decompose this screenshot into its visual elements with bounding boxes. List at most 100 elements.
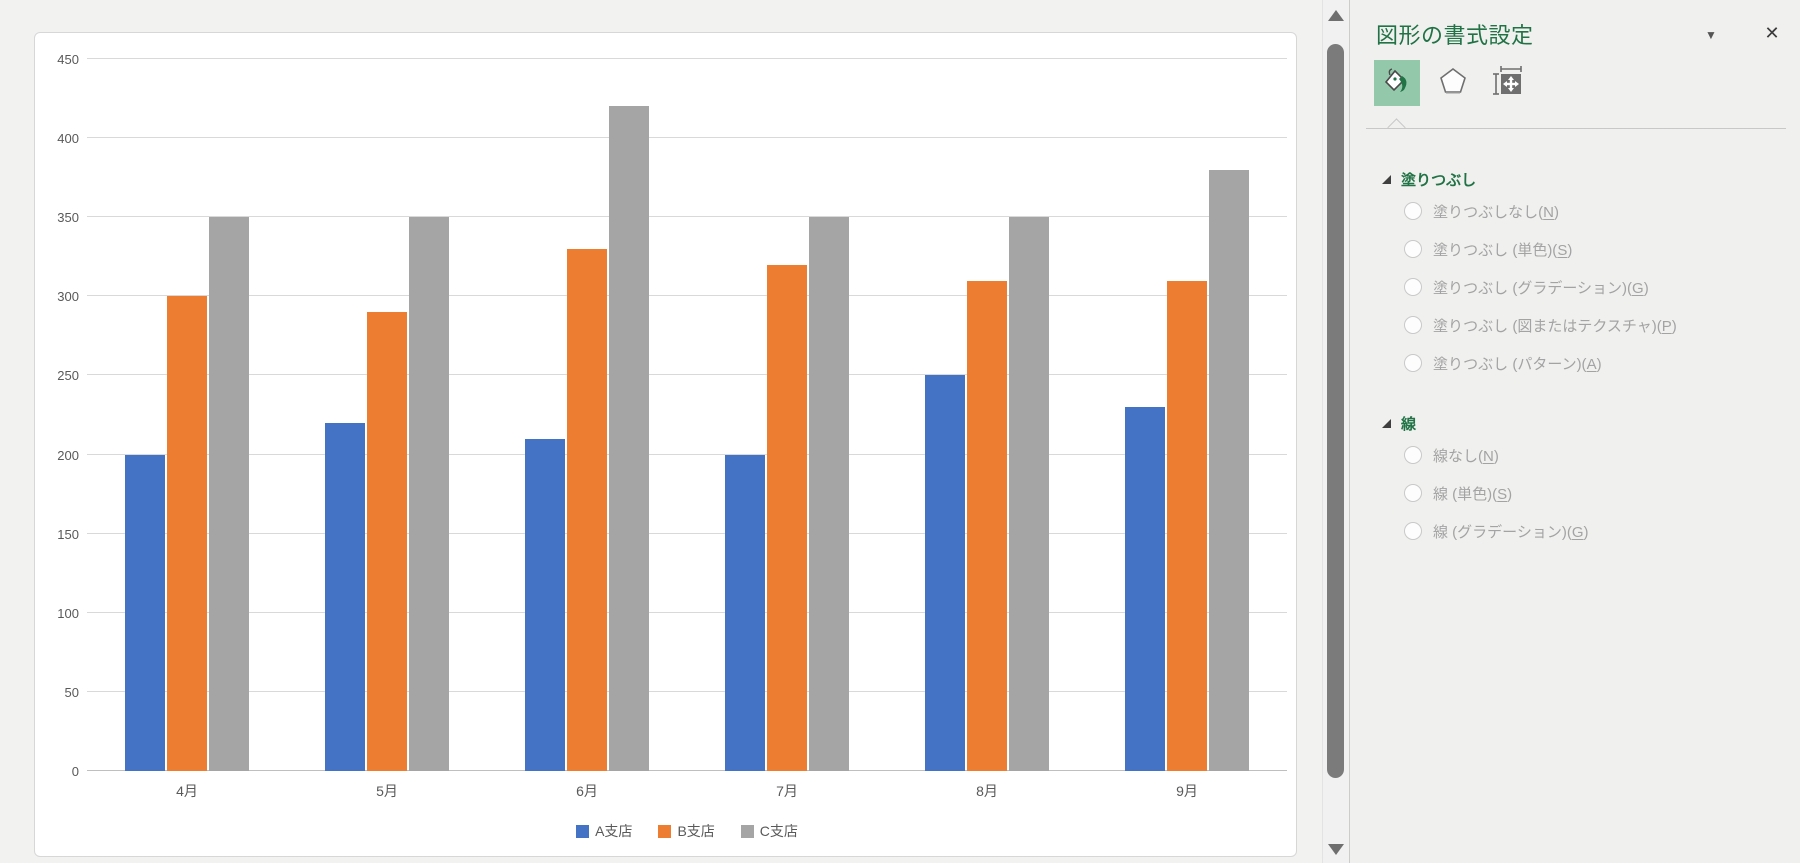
bar-C支店[interactable] xyxy=(1209,169,1249,771)
radio-button-icon[interactable] xyxy=(1404,278,1422,296)
y-axis-tick-label[interactable]: 300 xyxy=(57,289,79,305)
x-axis[interactable]: 4月 5月 6月 7月 8月 9月 xyxy=(87,781,1287,801)
x-axis-label[interactable]: 7月 xyxy=(776,783,798,799)
legend-label: C支店 xyxy=(759,823,798,839)
legend-swatch-icon xyxy=(740,824,754,838)
y-axis-tick-label[interactable]: 250 xyxy=(57,368,79,384)
gridline xyxy=(87,532,1287,534)
bar-C支店[interactable] xyxy=(409,217,449,771)
section-expand-triangle-icon xyxy=(1382,418,1391,428)
gridline xyxy=(87,137,1287,139)
bar-group-6月 xyxy=(487,59,687,771)
x-axis-label[interactable]: 5月 xyxy=(376,783,398,799)
radio-option-label: 線 (グラデーション)(G) xyxy=(1433,523,1589,541)
bar-A支店[interactable] xyxy=(525,438,565,771)
radio-option[interactable]: 塗りつぶしなし(N) xyxy=(1404,192,1782,230)
size-properties-icon xyxy=(1491,63,1527,104)
pane-body: 塗りつぶし塗りつぶしなし(N) 塗りつぶし (単色)(S) 塗りつぶし (グラデーシ… xyxy=(1382,152,1782,550)
y-axis-tick-label[interactable]: 350 xyxy=(57,210,79,226)
gridline xyxy=(87,295,1287,297)
pane-divider xyxy=(1366,128,1786,129)
y-axis-tick-label[interactable]: 100 xyxy=(57,605,79,621)
bar-A支店[interactable] xyxy=(1125,407,1165,771)
paint-bucket-icon xyxy=(1380,64,1414,103)
bar-A支店[interactable] xyxy=(725,454,765,771)
bar-C支店[interactable] xyxy=(209,217,249,771)
radio-option-label: 塗りつぶし (単色)(S) xyxy=(1433,241,1573,259)
radio-option[interactable]: 線 (単色)(S) xyxy=(1404,474,1782,512)
tab-fill-and-line[interactable] xyxy=(1374,60,1420,106)
radio-button-icon[interactable] xyxy=(1404,316,1422,334)
radio-option-label: 線 (単色)(S) xyxy=(1433,485,1513,503)
pentagon-icon xyxy=(1436,64,1470,103)
y-axis-tick-label[interactable]: 200 xyxy=(57,447,79,463)
radio-option[interactable]: 塗りつぶし (図またはテクスチャ)(P) xyxy=(1404,306,1782,344)
x-axis-label[interactable]: 4月 xyxy=(176,783,198,799)
tab-effects[interactable] xyxy=(1430,60,1476,106)
x-axis-label[interactable]: 9月 xyxy=(1176,783,1198,799)
y-axis-tick-label[interactable]: 50 xyxy=(64,684,79,700)
pane-close-icon[interactable]: ✕ xyxy=(1764,23,1780,43)
vertical-scrollbar[interactable] xyxy=(1322,0,1348,863)
x-axis-label[interactable]: 8月 xyxy=(976,783,998,799)
radio-button-icon[interactable] xyxy=(1404,522,1422,540)
radio-button-icon[interactable] xyxy=(1404,202,1422,220)
pane-options-chevron-icon[interactable]: ▼ xyxy=(1705,28,1717,42)
bar-B支店[interactable] xyxy=(967,280,1007,771)
section-expand-triangle-icon xyxy=(1382,174,1391,184)
gridline xyxy=(87,611,1287,613)
radio-option[interactable]: 線なし(N) xyxy=(1404,436,1782,474)
radio-option-label: 塗りつぶし (グラデーション)(G) xyxy=(1433,279,1649,297)
section-header-0[interactable]: 塗りつぶし xyxy=(1382,166,1782,192)
radio-button-icon[interactable] xyxy=(1404,240,1422,258)
bar-A支店[interactable] xyxy=(325,422,365,771)
radio-button-icon[interactable] xyxy=(1404,446,1422,464)
y-axis-tick-label[interactable]: 450 xyxy=(57,52,79,67)
gridline xyxy=(87,690,1287,692)
legend-label: B支店 xyxy=(677,823,715,839)
radio-option[interactable]: 線 (グラデーション)(G) xyxy=(1404,512,1782,550)
pane-tabs xyxy=(1374,60,1532,106)
radio-button-icon[interactable] xyxy=(1404,354,1422,372)
bar-B支店[interactable] xyxy=(1167,280,1207,771)
radio-option-label: 塗りつぶしなし(N) xyxy=(1433,203,1559,221)
gridline xyxy=(87,453,1287,455)
section-header-1[interactable]: 線 xyxy=(1382,410,1782,436)
bar-C支店[interactable] xyxy=(1009,217,1049,771)
plot-area[interactable]: 0 50 100 150 200 250 300 350 400 450 xyxy=(57,52,1287,779)
bar-B支店[interactable] xyxy=(767,264,807,771)
legend-item-C支店[interactable]: C支店 xyxy=(740,821,798,841)
bar-B支店[interactable] xyxy=(567,248,607,771)
bar-B支店[interactable] xyxy=(367,312,407,771)
scrollbar-thumb[interactable] xyxy=(1327,44,1344,778)
chart-object[interactable]: 0 50 100 150 200 250 300 350 400 450 4月 5月 6月 7月 8月 9月… xyxy=(34,32,1297,857)
bar-A支店[interactable] xyxy=(125,454,165,771)
tab-size-and-properties[interactable] xyxy=(1486,60,1532,106)
bar-A支店[interactable] xyxy=(925,375,965,771)
gridline xyxy=(87,58,1287,59)
radio-option-label: 線なし(N) xyxy=(1433,447,1499,465)
bar-group-5月 xyxy=(287,59,487,771)
x-axis-label[interactable]: 6月 xyxy=(576,783,598,799)
legend-label: A支店 xyxy=(595,823,633,839)
y-axis-tick-label[interactable]: 0 xyxy=(71,764,79,779)
scroll-down-arrow-icon[interactable] xyxy=(1328,844,1344,855)
radio-option[interactable]: 塗りつぶし (パターン)(A) xyxy=(1404,344,1782,382)
radio-option-label: 塗りつぶし (図またはテクスチャ)(P) xyxy=(1433,317,1677,335)
legend-item-A支店[interactable]: A支店 xyxy=(576,821,632,841)
format-shape-pane: 図形の書式設定 ▼ ✕ xyxy=(1349,0,1800,863)
radio-option[interactable]: 塗りつぶし (単色)(S) xyxy=(1404,230,1782,268)
bar-C支店[interactable] xyxy=(809,217,849,771)
y-axis-tick-label[interactable]: 400 xyxy=(57,131,79,147)
bar-group-7月 xyxy=(687,59,887,771)
section-gap xyxy=(1382,382,1782,396)
chart-legend[interactable]: A支店 B支店 C支店 xyxy=(87,821,1287,841)
bar-B支店[interactable] xyxy=(167,296,207,771)
scroll-up-arrow-icon[interactable] xyxy=(1328,10,1344,21)
radio-button-icon[interactable] xyxy=(1404,484,1422,502)
bar-C支店[interactable] xyxy=(609,106,649,771)
radio-option[interactable]: 塗りつぶし (グラデーション)(G) xyxy=(1404,268,1782,306)
y-axis-tick-label[interactable]: 150 xyxy=(57,526,79,542)
legend-item-B支店[interactable]: B支店 xyxy=(658,821,715,841)
